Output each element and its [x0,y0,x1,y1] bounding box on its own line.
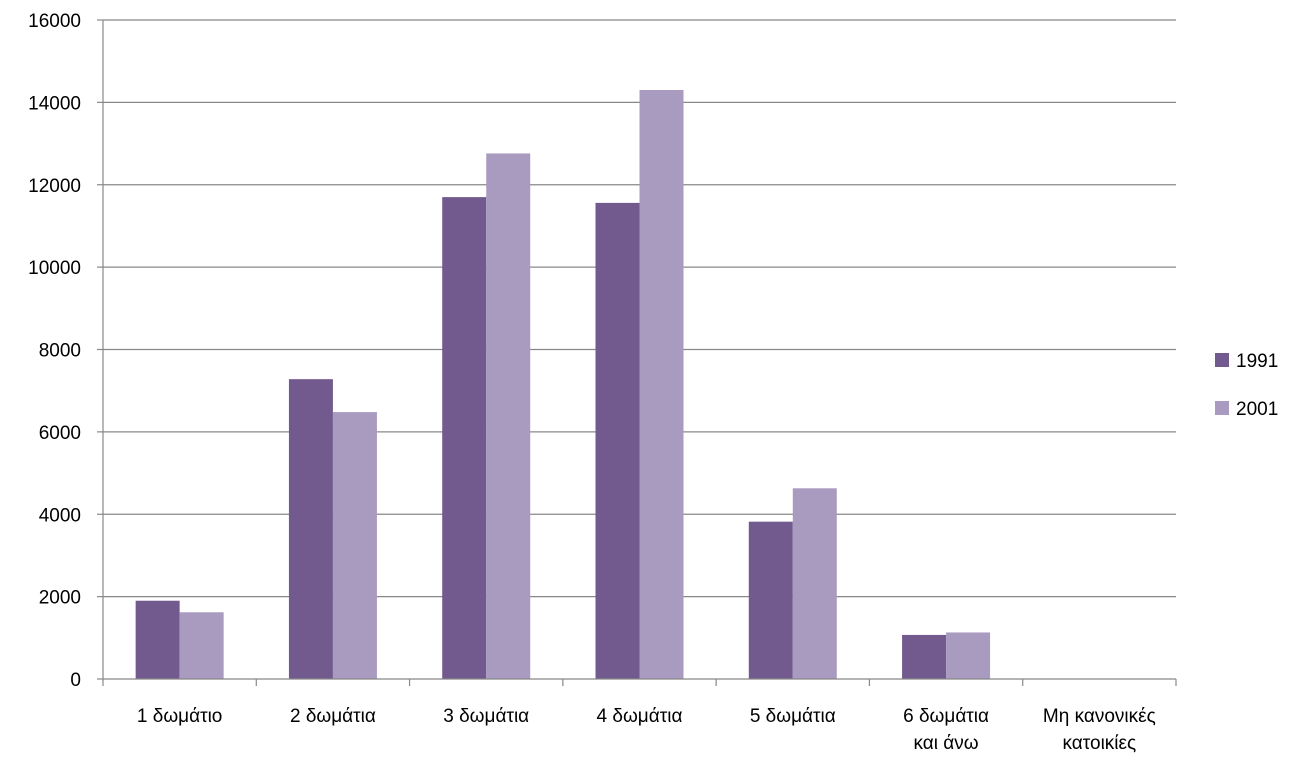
x-category-label: 2 δωμάτια [290,706,376,727]
x-category-label: και άνω [914,733,979,754]
bar-2001-2 [486,153,531,679]
y-tick-label: 2000 [39,588,81,609]
bar-2001-3 [639,90,684,680]
bar-2001-0 [179,612,224,679]
bar-1991-3 [595,202,640,679]
y-tick-label: 14000 [28,93,81,114]
legend-label-2001: 2001 [1236,399,1278,420]
y-tick-label: 4000 [39,505,81,526]
y-tick-label: 10000 [28,258,81,279]
y-tick-label: 16000 [28,11,81,32]
y-tick-label: 8000 [39,341,81,362]
axes [97,19,1177,686]
legend-label-1991: 1991 [1236,351,1278,372]
x-category-label: 5 δωμάτια [750,706,836,727]
y-tick-label: 6000 [39,423,81,444]
legend-swatch-1991 [1215,353,1229,367]
bar-2001-5 [946,632,991,679]
bar-2001-1 [332,412,377,679]
x-category-label: 4 δωμάτια [597,706,683,727]
y-tick-labels: 0 2000 4000 6000 8000 10000 12000 14000 16000 [28,11,81,691]
x-category-label: 3 δωμάτια [443,706,529,727]
bar-1991-5 [902,634,947,679]
x-category-labels: 1 δωμάτιο 2 δωμάτια 3 δωμάτια 4 δωμάτια 5 δω… [137,706,1156,754]
legend-swatch-2001 [1215,401,1229,415]
bars [135,90,991,680]
x-category-label: 1 δωμάτιο [137,706,222,727]
x-category-label: κατοικίες [1063,733,1137,754]
legend: 1991 2001 [1215,351,1278,420]
x-category-label: 6 δωμάτια [903,706,989,727]
bar-1991-2 [442,197,487,679]
x-category-label: Μη κανονικές [1043,706,1156,727]
bar-1991-1 [288,379,333,679]
y-tick-label: 12000 [28,176,81,197]
bar-2001-4 [792,488,837,679]
y-tick-label: 0 [70,670,81,691]
bar-1991-4 [748,521,793,679]
bar-1991-0 [135,600,180,679]
